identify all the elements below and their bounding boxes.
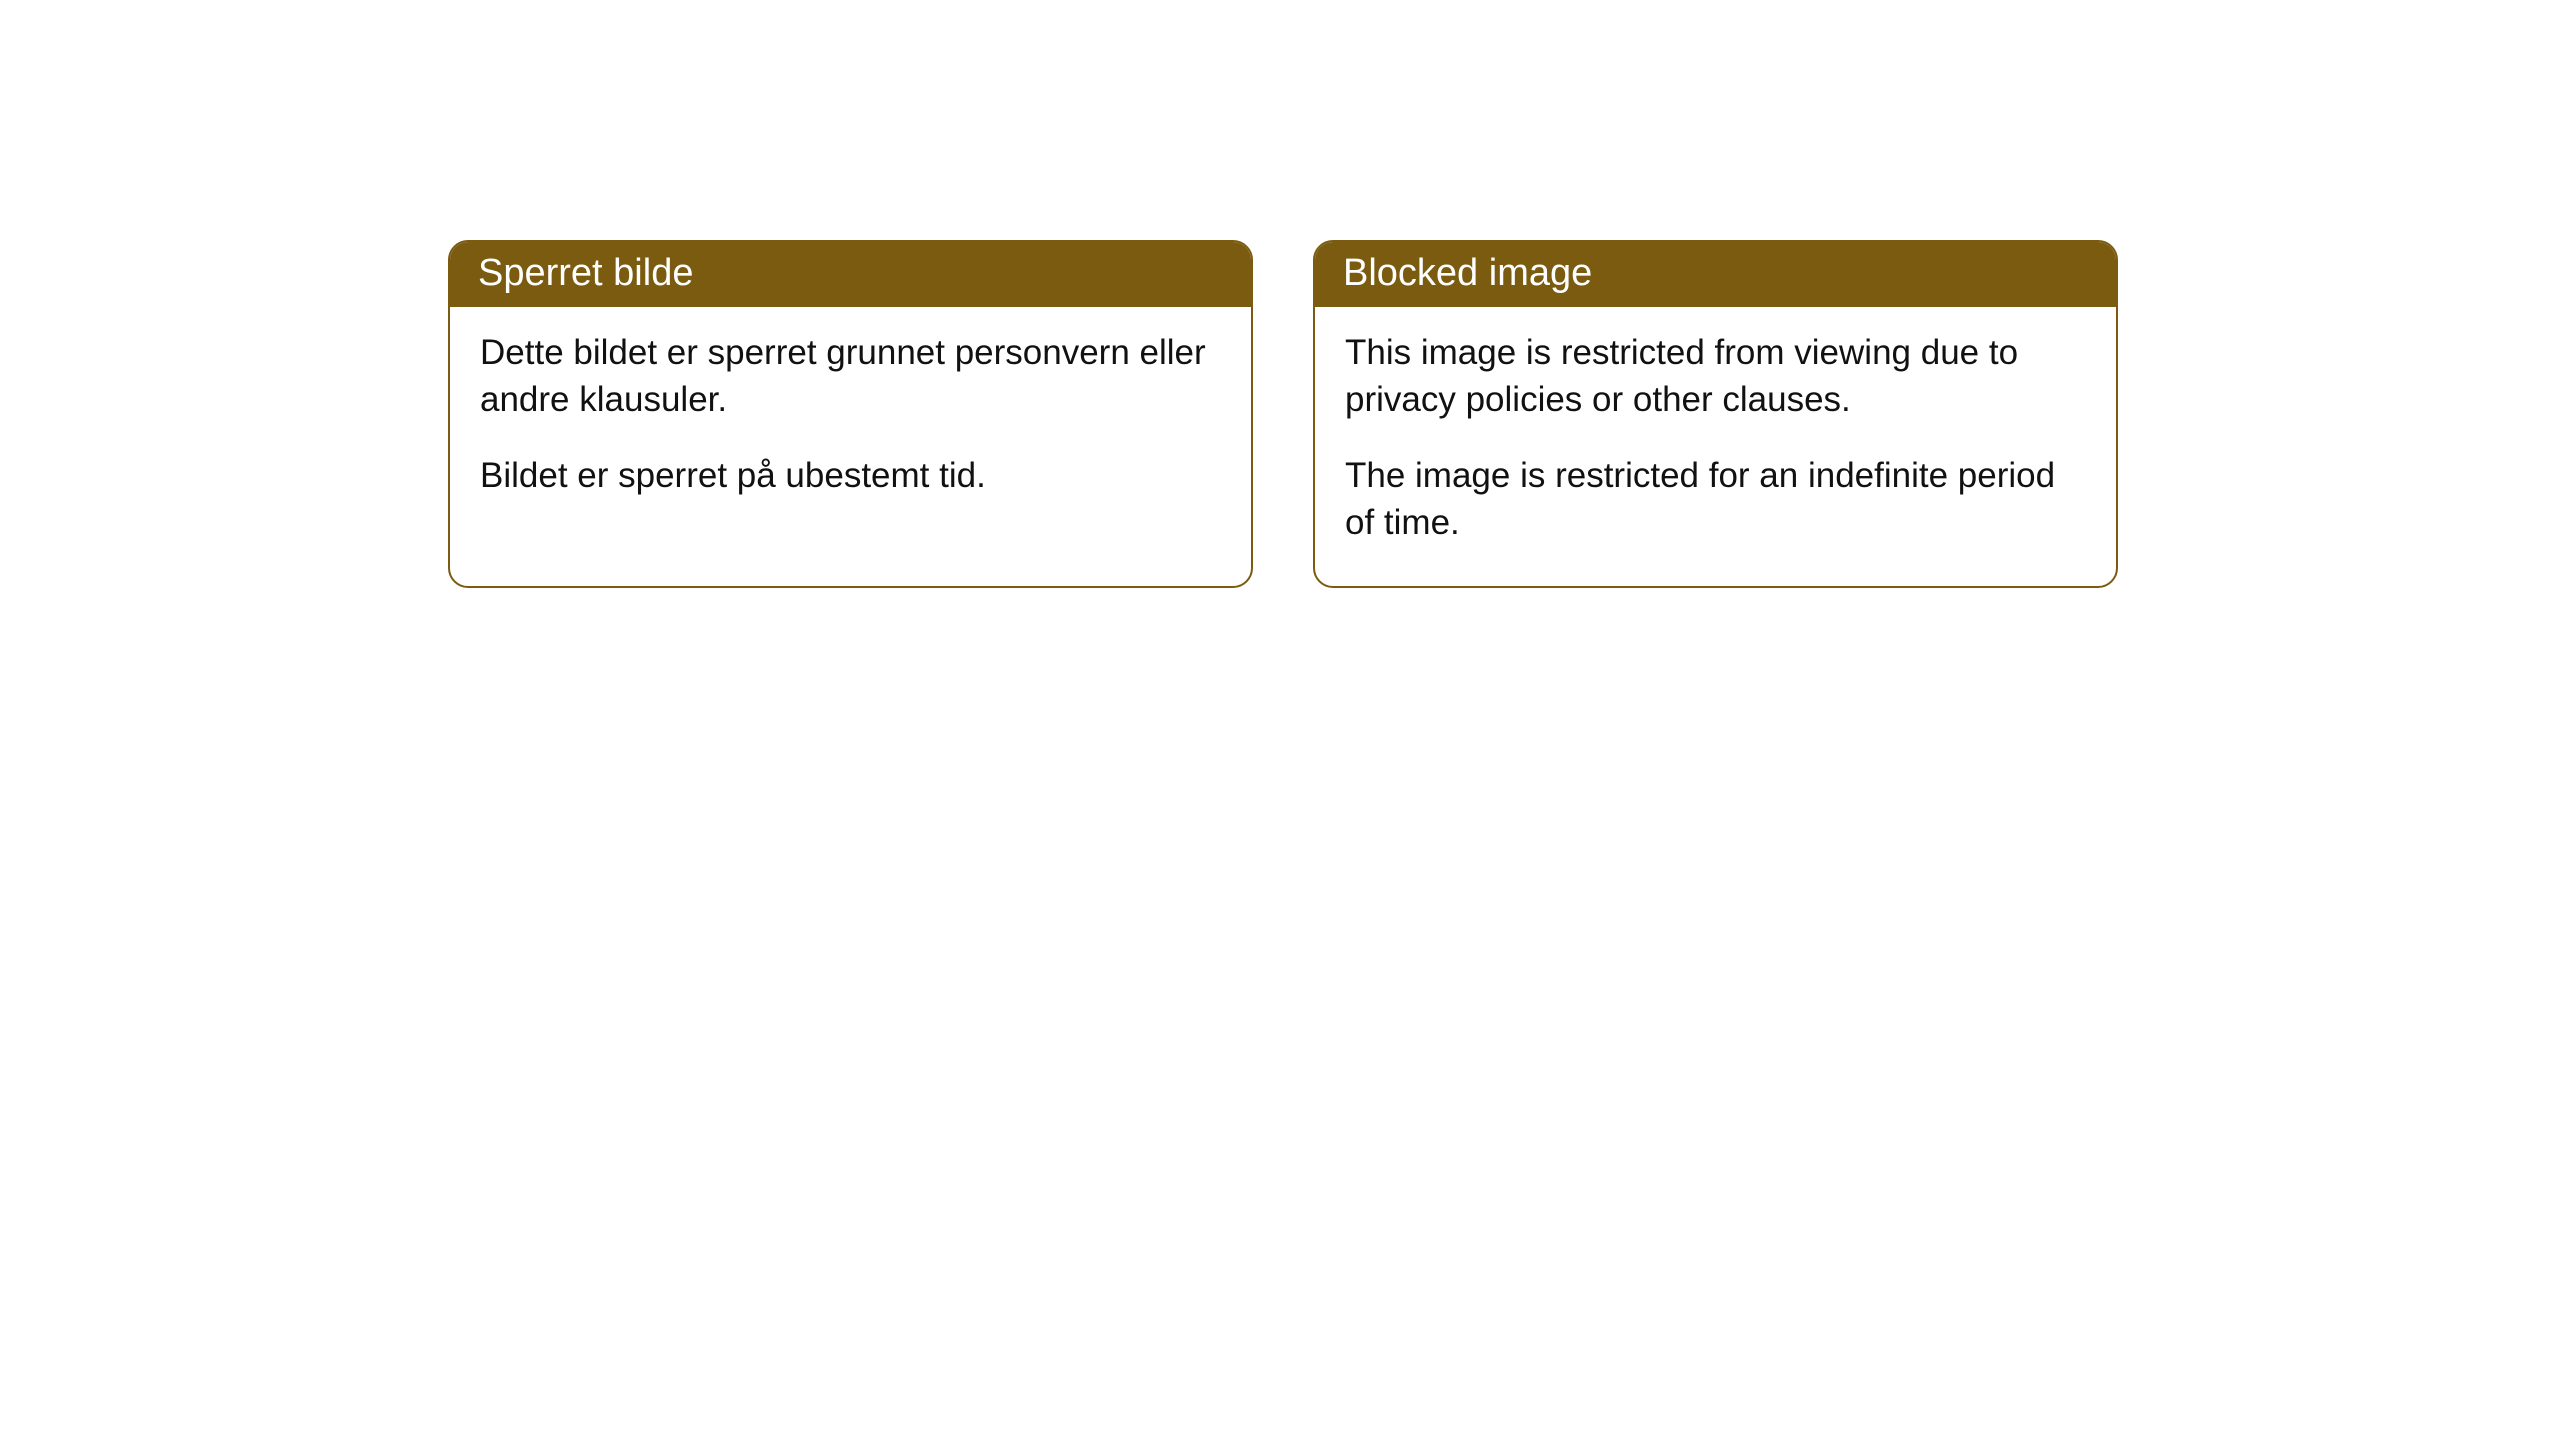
card-paragraph-1: This image is restricted from viewing du…	[1345, 329, 2086, 424]
cards-container: Sperret bilde Dette bildet er sperret gr…	[448, 240, 2118, 588]
card-body-english: This image is restricted from viewing du…	[1315, 307, 2116, 586]
card-header-norwegian: Sperret bilde	[450, 242, 1251, 307]
card-header-english: Blocked image	[1315, 242, 2116, 307]
card-norwegian: Sperret bilde Dette bildet er sperret gr…	[448, 240, 1253, 588]
card-paragraph-1: Dette bildet er sperret grunnet personve…	[480, 329, 1221, 424]
card-english: Blocked image This image is restricted f…	[1313, 240, 2118, 588]
card-body-norwegian: Dette bildet er sperret grunnet personve…	[450, 307, 1251, 539]
card-paragraph-2: The image is restricted for an indefinit…	[1345, 452, 2086, 547]
card-paragraph-2: Bildet er sperret på ubestemt tid.	[480, 452, 1221, 499]
